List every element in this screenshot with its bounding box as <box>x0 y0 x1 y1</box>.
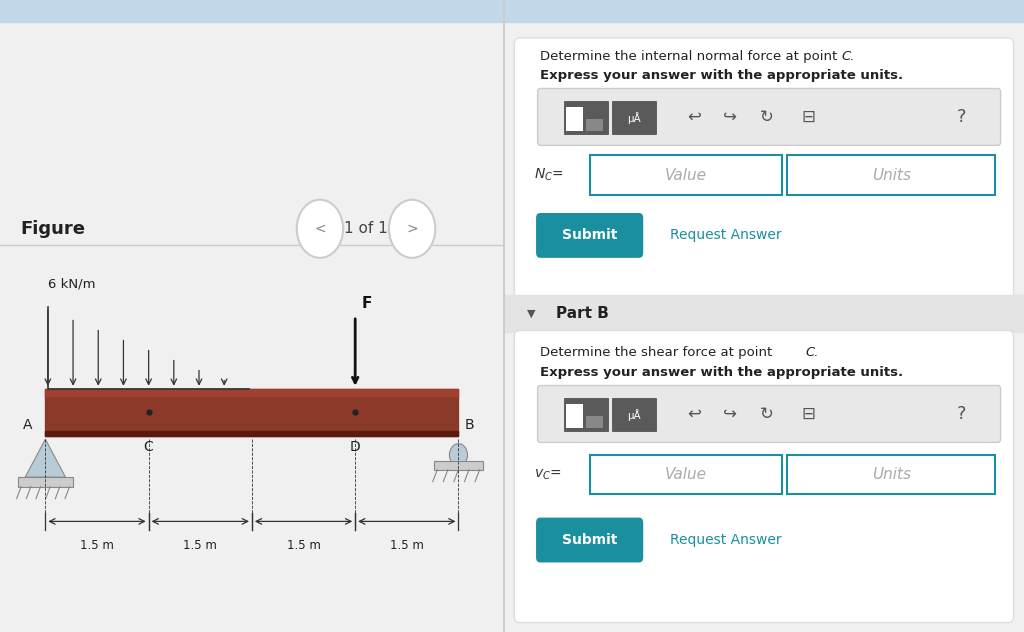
FancyBboxPatch shape <box>514 331 1014 623</box>
Text: 1.5 m: 1.5 m <box>80 539 114 552</box>
Text: Figure: Figure <box>20 220 85 238</box>
Text: Value: Value <box>665 167 707 183</box>
Text: Express your answer with the appropriate units.: Express your answer with the appropriate… <box>541 69 903 82</box>
Bar <box>612 398 656 431</box>
FancyBboxPatch shape <box>787 455 995 494</box>
Text: ?: ? <box>956 108 967 126</box>
Bar <box>45 389 459 396</box>
Text: 1.5 m: 1.5 m <box>287 539 321 552</box>
Text: $N_C$=: $N_C$= <box>534 167 563 183</box>
Bar <box>45 389 459 436</box>
FancyBboxPatch shape <box>787 155 995 195</box>
Text: ↩: ↩ <box>687 108 700 126</box>
Text: ↪: ↪ <box>723 405 737 423</box>
Text: ?: ? <box>956 405 967 423</box>
Text: 1.5 m: 1.5 m <box>390 539 424 552</box>
Bar <box>586 416 603 428</box>
Text: ↪: ↪ <box>723 108 737 126</box>
Text: μÅ: μÅ <box>628 112 641 123</box>
Bar <box>563 101 608 134</box>
Text: Determine the shear force at point: Determine the shear force at point <box>541 346 777 359</box>
Text: ▼: ▼ <box>527 308 536 319</box>
FancyBboxPatch shape <box>590 155 782 195</box>
Bar <box>586 402 603 414</box>
Text: F: F <box>361 296 372 311</box>
Text: Units: Units <box>871 467 911 482</box>
Text: ⊟: ⊟ <box>801 405 815 423</box>
Text: >: > <box>407 222 418 236</box>
Text: 1 of 1: 1 of 1 <box>344 221 388 236</box>
Text: Units: Units <box>871 167 911 183</box>
Text: μÅ: μÅ <box>628 409 641 420</box>
Text: Value: Value <box>665 467 707 482</box>
Text: A: A <box>24 418 33 432</box>
Text: ↻: ↻ <box>760 108 773 126</box>
FancyBboxPatch shape <box>536 213 643 258</box>
Text: Part B: Part B <box>556 306 608 321</box>
FancyBboxPatch shape <box>538 386 1000 442</box>
Bar <box>586 119 603 131</box>
Text: Express your answer with the appropriate units.: Express your answer with the appropriate… <box>541 366 903 379</box>
Bar <box>586 105 603 117</box>
Circle shape <box>389 200 435 258</box>
Bar <box>612 101 656 134</box>
Bar <box>566 107 583 131</box>
FancyBboxPatch shape <box>538 88 1000 145</box>
Text: C: C <box>143 440 154 454</box>
Text: C.: C. <box>842 50 855 63</box>
Bar <box>45 431 459 436</box>
FancyBboxPatch shape <box>590 455 782 494</box>
Text: Submit: Submit <box>562 228 617 242</box>
Bar <box>434 461 482 470</box>
Circle shape <box>297 200 343 258</box>
Text: 6 kN/m: 6 kN/m <box>48 277 95 291</box>
Text: Request Answer: Request Answer <box>671 228 782 242</box>
FancyBboxPatch shape <box>536 518 643 562</box>
Bar <box>504 295 1024 332</box>
Bar <box>17 477 73 487</box>
Text: D: D <box>350 440 360 454</box>
Text: Submit: Submit <box>562 533 617 547</box>
Text: ↩: ↩ <box>687 405 700 423</box>
Text: <: < <box>314 222 326 236</box>
Bar <box>504 0 1024 22</box>
Bar <box>566 404 583 428</box>
Text: B: B <box>465 418 474 432</box>
Text: $v_C$=: $v_C$= <box>534 468 561 482</box>
Bar <box>563 398 608 431</box>
Text: C.: C. <box>806 346 819 359</box>
Bar <box>0 0 504 22</box>
Text: ↻: ↻ <box>760 405 773 423</box>
Text: Request Answer: Request Answer <box>671 533 782 547</box>
Polygon shape <box>26 439 66 477</box>
Text: 1.5 m: 1.5 m <box>183 539 217 552</box>
Text: ⊟: ⊟ <box>801 108 815 126</box>
Text: Determine the internal normal force at point: Determine the internal normal force at p… <box>541 50 842 63</box>
FancyBboxPatch shape <box>514 38 1014 300</box>
Circle shape <box>450 444 468 466</box>
